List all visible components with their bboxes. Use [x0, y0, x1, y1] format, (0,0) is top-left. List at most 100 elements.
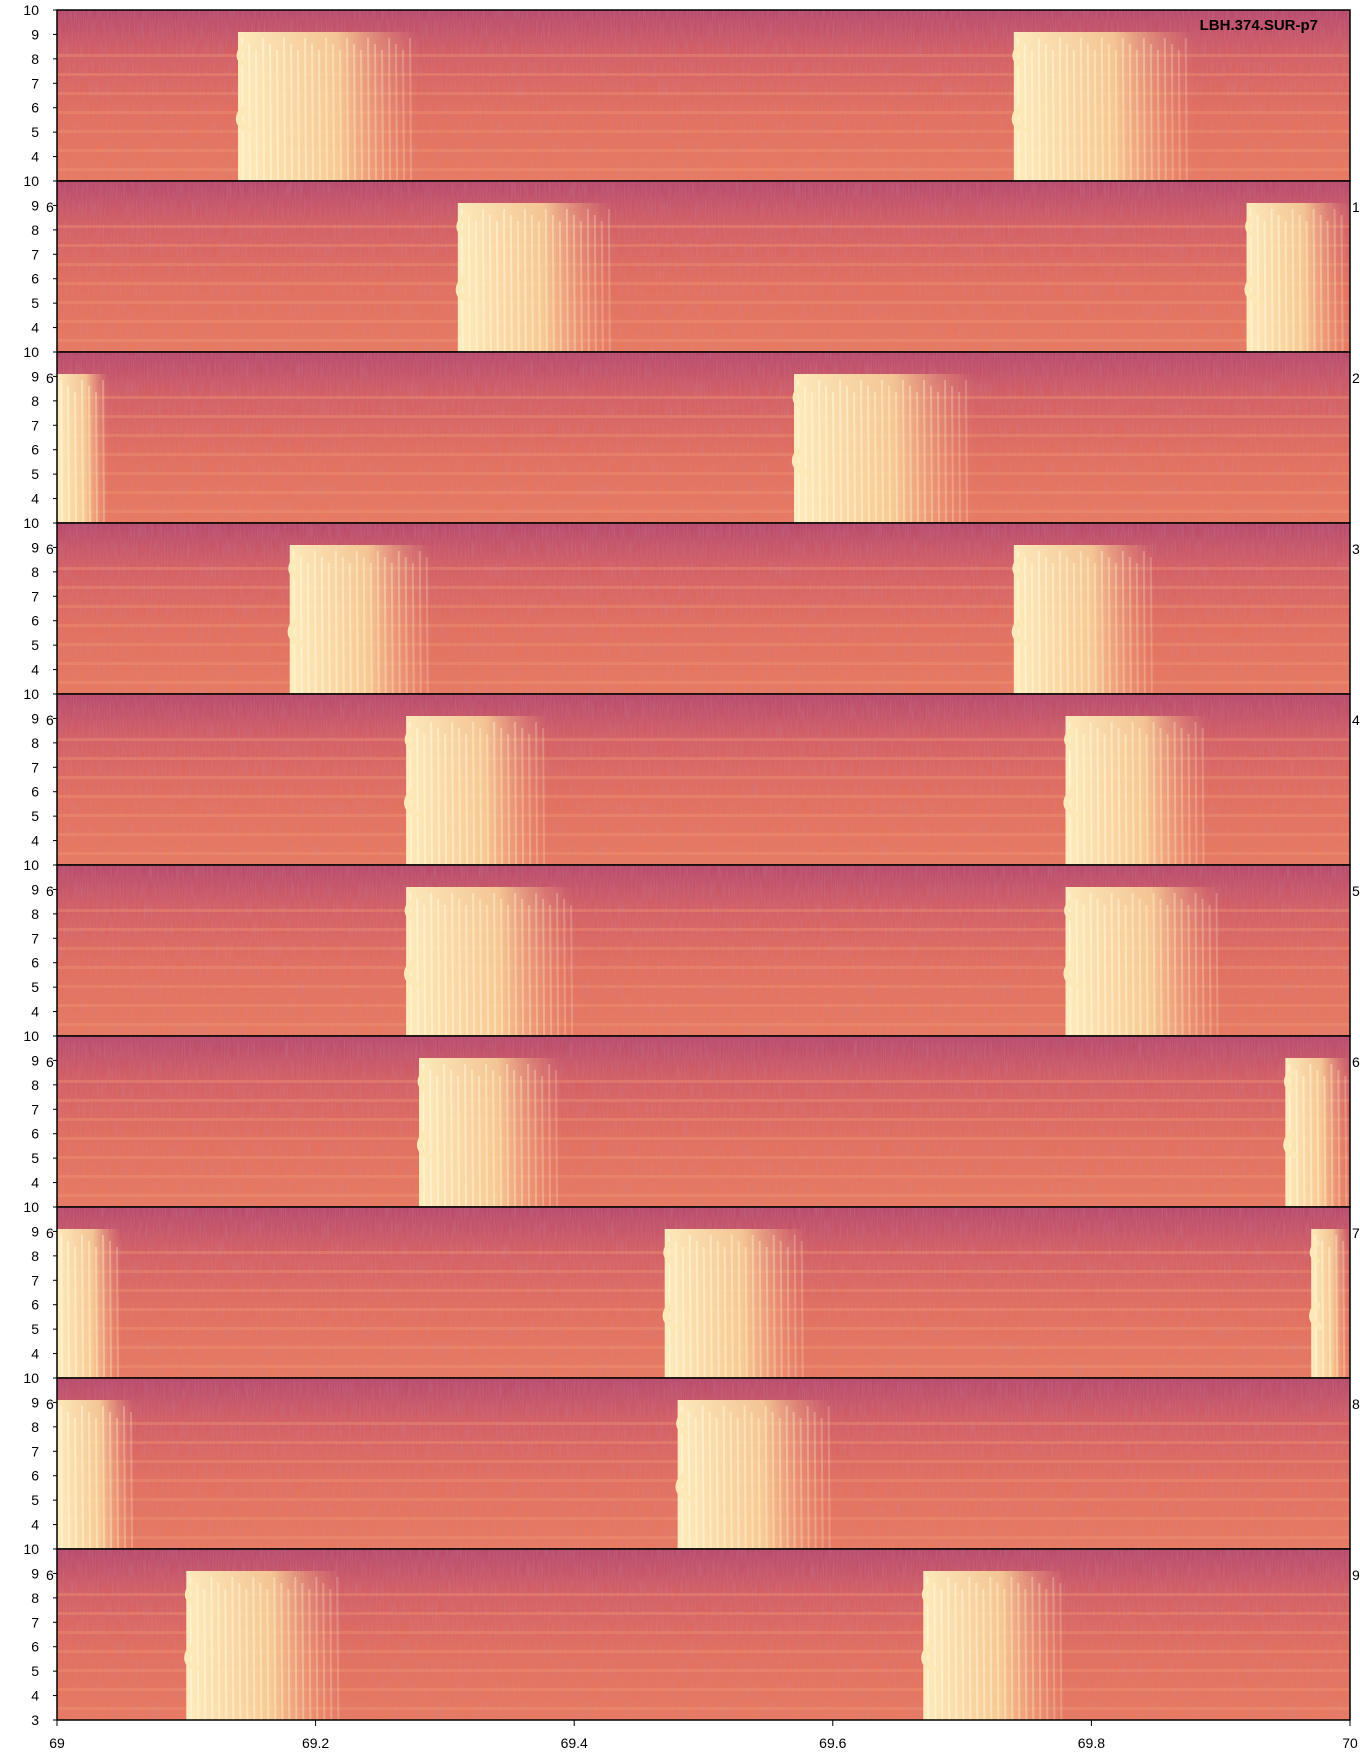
- harmonic-band: [57, 282, 1350, 285]
- y-tick-label: 4: [31, 1004, 39, 1020]
- y-tick-label: 4: [31, 1688, 39, 1704]
- harmonic-band: [57, 1631, 1350, 1634]
- call-mark: [1244, 203, 1350, 353]
- harmonic-band: [57, 624, 1350, 627]
- harmonic-band: [57, 491, 1350, 494]
- spectrogram-panel: 4 5 6 7 8 9 10 6 4: [23, 686, 1360, 866]
- panel-frame: [56, 1548, 1351, 1721]
- call-mark: [1011, 545, 1157, 695]
- harmonic-band: [57, 795, 1350, 798]
- y-tick-label: 6: [31, 271, 39, 287]
- harmonic-band: [57, 1593, 1350, 1596]
- harmonic-band: [57, 1612, 1350, 1615]
- call-mark: [184, 1571, 342, 1721]
- panel-left-label: 6: [46, 1396, 54, 1412]
- y-tick-label: 7: [31, 246, 39, 262]
- y-tick-label: 8: [31, 222, 39, 238]
- harmonic-band: [57, 852, 1350, 855]
- y-tick-label: 6: [31, 955, 39, 971]
- y-tick-label: 6: [31, 100, 39, 116]
- harmonic-band: [57, 320, 1350, 323]
- harmonic-band: [57, 928, 1350, 931]
- call-mark: [455, 203, 613, 353]
- y-tick-label: 10: [23, 1541, 39, 1557]
- y-tick-label: 6: [31, 784, 39, 800]
- y-tick-label: 9: [31, 368, 39, 384]
- spectrogram-panel: 4 5 6 7 8 9 10: [23, 2, 1351, 182]
- y-tick-label: 8: [31, 564, 39, 580]
- y-tick-label: 7: [31, 588, 39, 604]
- y-tick-label: 5: [31, 1150, 39, 1166]
- y-tick-label: 5: [31, 295, 39, 311]
- harmonic-band: [57, 472, 1350, 475]
- harmonic-band: [57, 301, 1350, 304]
- panel-right-label: 9: [1352, 1567, 1360, 1583]
- panel-noise: [57, 1036, 1350, 1207]
- harmonic-band: [57, 643, 1350, 646]
- call-mark: [404, 887, 575, 1037]
- call-mark: [57, 1400, 135, 1550]
- call-mark: [235, 32, 420, 182]
- y-tick-label: 8: [31, 1077, 39, 1093]
- harmonic-band: [57, 1156, 1350, 1159]
- x-tick-label: 70: [1342, 1735, 1358, 1751]
- y-tick-label: 7: [31, 1614, 39, 1630]
- y-tick-label: 5: [31, 124, 39, 140]
- y-tick-label: 8: [31, 735, 39, 751]
- harmonic-band: [57, 434, 1350, 437]
- call-mark: [416, 1058, 562, 1208]
- harmonic-band: [57, 73, 1350, 76]
- harmonic-band: [57, 776, 1350, 779]
- y-tick-label: 5: [31, 466, 39, 482]
- harmonic-band: [57, 130, 1350, 133]
- panel-right-label: 8: [1352, 1396, 1360, 1412]
- harmonic-band: [57, 1194, 1350, 1197]
- harmonic-band: [57, 1137, 1350, 1140]
- harmonic-band: [57, 54, 1350, 57]
- x-tick-label: 69: [49, 1735, 65, 1751]
- y-tick-label: 7: [31, 75, 39, 91]
- y-tick-label: 3: [31, 1712, 39, 1728]
- y-tick-label: 4: [31, 491, 39, 507]
- y-tick-label: 6: [31, 613, 39, 629]
- y-tick-label: 7: [31, 1443, 39, 1459]
- panel-left-label: 6: [46, 712, 54, 728]
- harmonic-band: [57, 510, 1350, 513]
- y-tick-label: 4: [31, 1175, 39, 1191]
- harmonic-band: [57, 415, 1350, 418]
- harmonic-band: [57, 1099, 1350, 1102]
- harmonic-band: [57, 1707, 1350, 1710]
- call-mark: [675, 1400, 833, 1550]
- y-tick-label: 10: [23, 173, 39, 189]
- y-tick-label: 8: [31, 1248, 39, 1264]
- call-mark: [1309, 1229, 1350, 1379]
- panel-right-label: 6: [1352, 1054, 1360, 1070]
- y-tick-label: 4: [31, 1517, 39, 1533]
- call-mark: [57, 374, 109, 524]
- harmonic-band: [57, 339, 1350, 342]
- y-tick-label: 6: [31, 442, 39, 458]
- y-tick-label: 5: [31, 637, 39, 653]
- y-tick-label: 10: [23, 2, 39, 18]
- y-tick-label: 7: [31, 759, 39, 775]
- spectrogram-panel: 4 5 6 7 8 9 10 6 6: [23, 1028, 1360, 1208]
- y-tick-label: 4: [31, 149, 39, 165]
- harmonic-band: [57, 1669, 1350, 1672]
- harmonic-band: [57, 111, 1350, 114]
- y-tick-label: 9: [31, 539, 39, 555]
- harmonic-band: [57, 396, 1350, 399]
- call-mark: [791, 374, 976, 524]
- y-tick-label: 6: [31, 1639, 39, 1655]
- call-mark: [404, 716, 549, 866]
- panel-left-label: 6: [46, 1567, 54, 1583]
- call-mark: [1063, 716, 1208, 866]
- y-tick-label: 9: [31, 1394, 39, 1410]
- harmonic-band: [57, 738, 1350, 741]
- chart-title: LBH.374.SUR-p7: [1200, 17, 1318, 34]
- y-tick-label: 10: [23, 515, 39, 531]
- panel-right-label: 3: [1352, 541, 1360, 557]
- panel-noise: [57, 181, 1350, 352]
- x-tick-label: 69.6: [819, 1735, 846, 1751]
